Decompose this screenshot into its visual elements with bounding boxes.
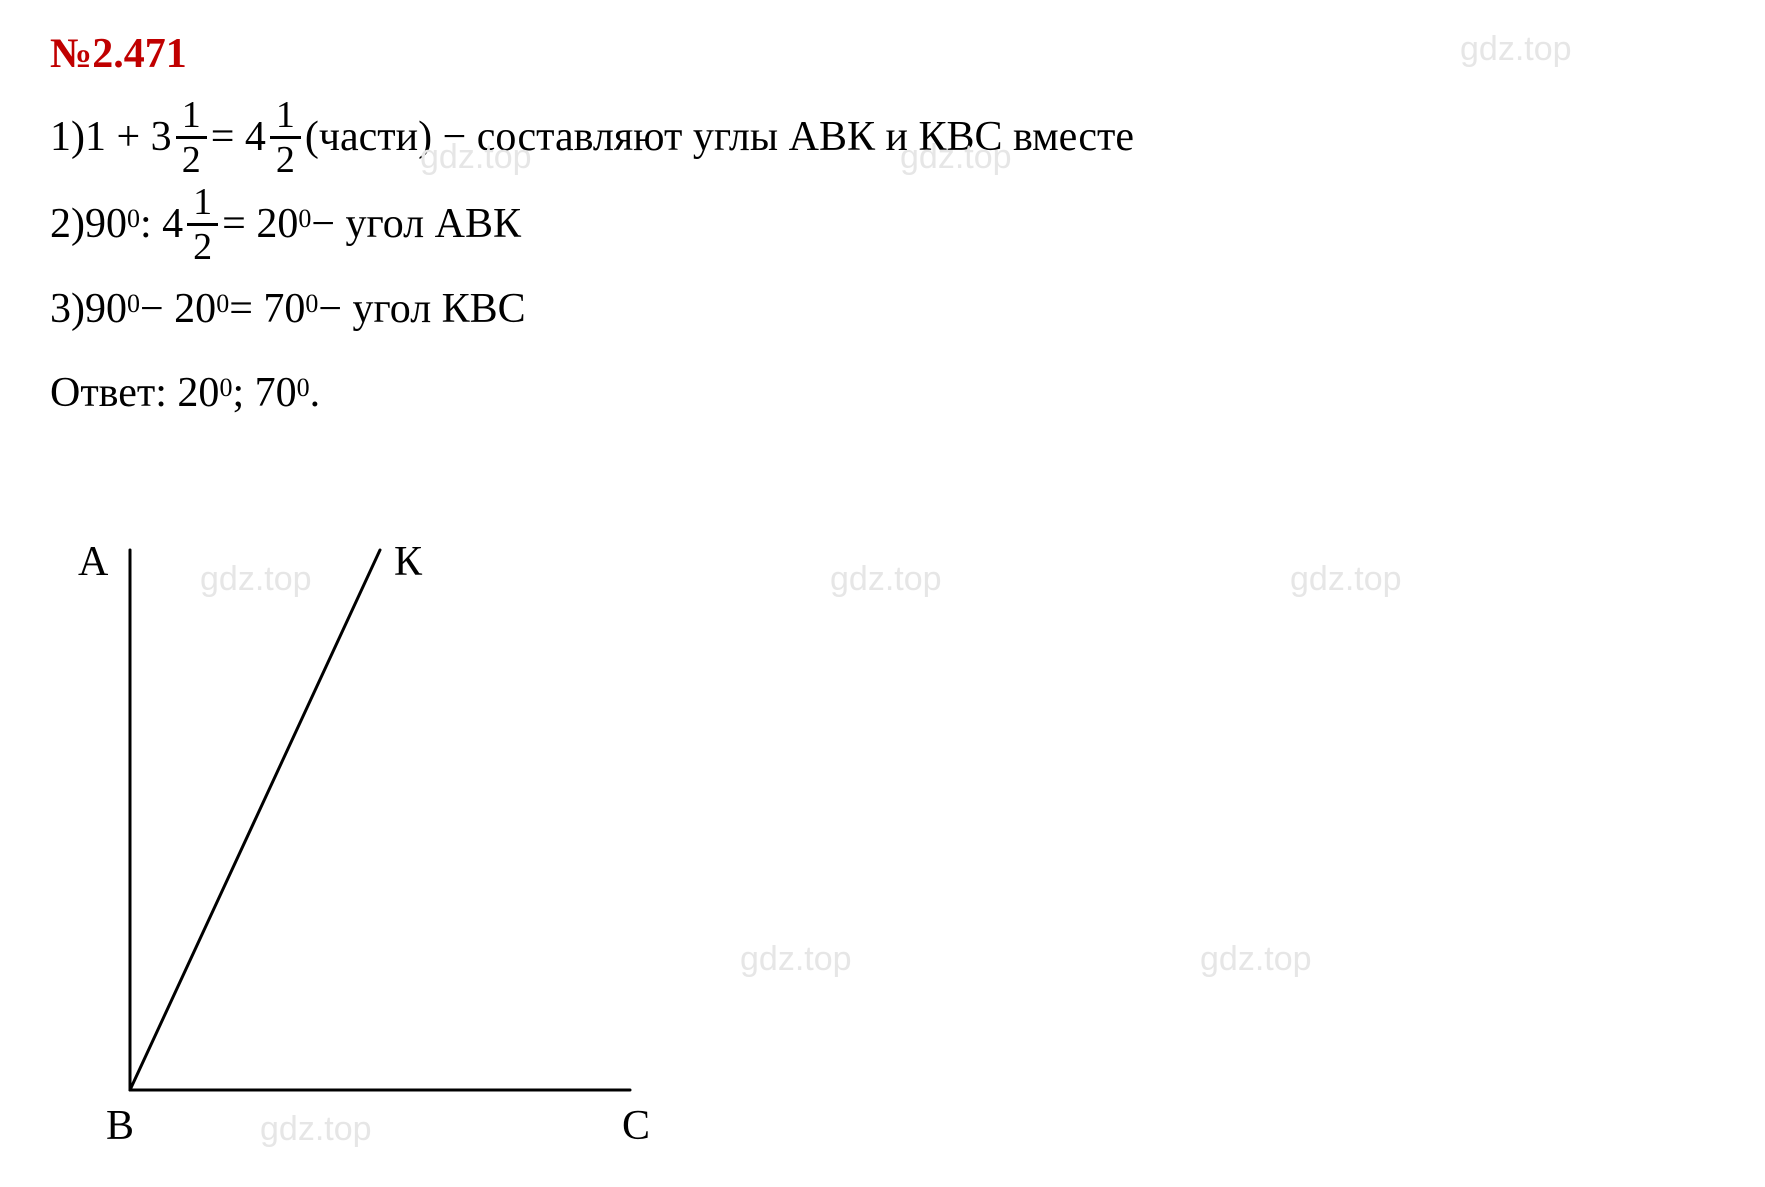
text: : 4: [140, 185, 183, 265]
point-label-k: К: [394, 538, 422, 586]
text: 90: [85, 270, 127, 350]
text: 1 + 3: [85, 98, 172, 178]
watermark: gdz.top: [1200, 940, 1312, 979]
answer-line: Ответ: 200 ; 700 .: [50, 354, 1715, 434]
text: = 20: [222, 185, 298, 265]
text: .: [310, 354, 321, 434]
text: − 20: [140, 270, 216, 350]
watermark: gdz.top: [1290, 560, 1402, 599]
text: ; 70: [232, 354, 296, 434]
text: 90: [85, 185, 127, 265]
numerator: 1: [187, 183, 218, 223]
numerator: 1: [176, 96, 207, 136]
degree-sup: 0: [127, 194, 140, 243]
degree-sup: 0: [297, 363, 310, 412]
text: − угол АВК: [311, 185, 521, 265]
step-1: 1) 1 + 3 1 2 = 4 1 2 (части) − составляю…: [50, 96, 1715, 179]
denominator: 2: [270, 136, 301, 179]
degree-sup: 0: [127, 279, 140, 328]
watermark: gdz.top: [830, 560, 942, 599]
answer-label: Ответ: 20: [50, 354, 219, 434]
fraction: 1 2: [187, 183, 218, 266]
mixed-fraction: 1 2: [187, 183, 218, 266]
step-2: 2) 900 : 4 1 2 = 200 − угол АВК: [50, 183, 1715, 266]
mixed-fraction: 1 2: [176, 96, 207, 179]
mixed-fraction: 1 2: [270, 96, 301, 179]
denominator: 2: [187, 223, 218, 266]
degree-sup: 0: [216, 279, 229, 328]
step-index: 3): [50, 270, 85, 350]
diagram-svg: [70, 520, 770, 1160]
degree-sup: 0: [298, 194, 311, 243]
degree-sup: 0: [305, 279, 318, 328]
text: − угол КВС: [318, 270, 525, 350]
numerator: 1: [270, 96, 301, 136]
point-label-a: А: [78, 538, 108, 586]
degree-sup: 0: [219, 363, 232, 412]
text: = 4: [211, 98, 266, 178]
fraction: 1 2: [176, 96, 207, 179]
point-label-b: В: [106, 1102, 134, 1150]
step-3: 3) 900 − 200 = 700 − угол КВС: [50, 270, 1715, 350]
problem-number: №2.471: [50, 30, 1715, 78]
step-index: 2): [50, 185, 85, 265]
denominator: 2: [176, 136, 207, 179]
point-label-c: С: [622, 1102, 650, 1150]
text: (части) − составляют углы АВК и КВС вмес…: [305, 98, 1134, 178]
text: = 70: [229, 270, 305, 350]
step-index: 1): [50, 98, 85, 178]
page: №2.471 1) 1 + 3 1 2 = 4 1 2 (части) − со…: [0, 0, 1765, 1187]
fraction: 1 2: [270, 96, 301, 179]
angle-diagram: А К В С: [70, 520, 770, 1140]
